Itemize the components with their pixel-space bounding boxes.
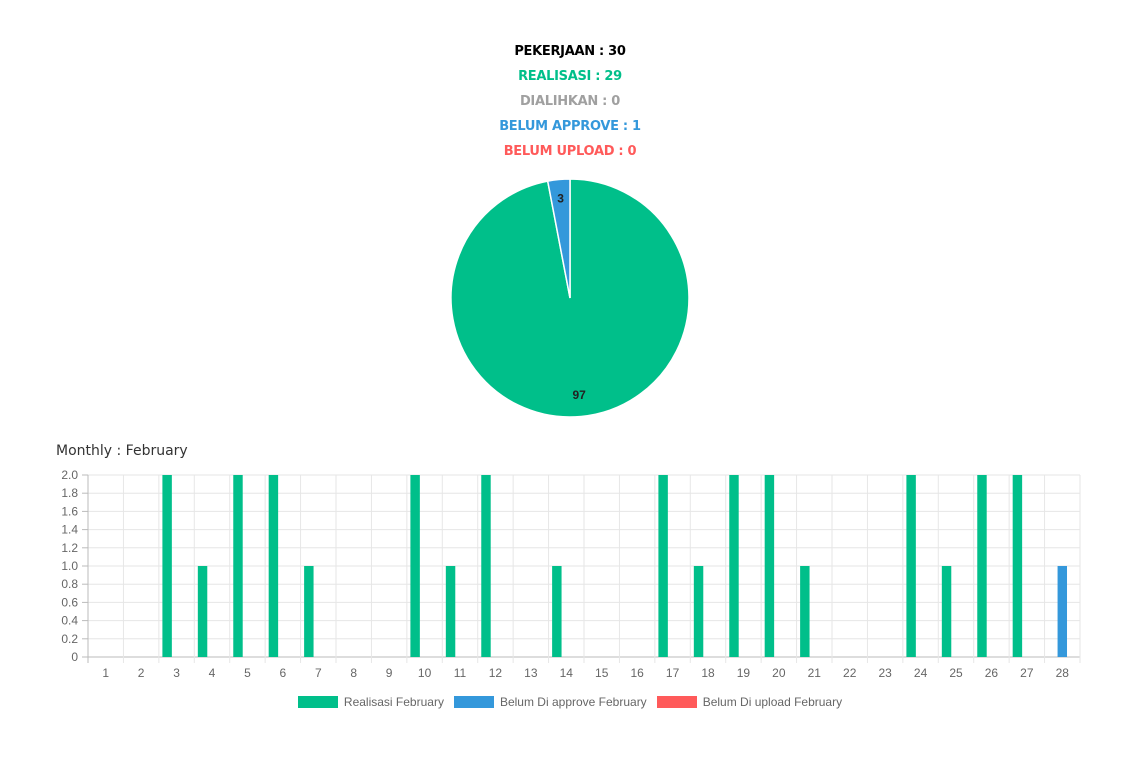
x-tick-label: 27 — [1020, 666, 1034, 680]
legend-label-realisasi: Realisasi February — [343, 695, 444, 709]
bar-5-series-0[interactable] — [233, 475, 243, 657]
x-tick-label: 10 — [418, 666, 432, 680]
pie-slice-label-0: 97 — [573, 388, 587, 402]
bar-14-series-0[interactable] — [552, 566, 562, 657]
x-tick-label: 16 — [630, 666, 644, 680]
bar-26-series-0[interactable] — [977, 475, 987, 657]
y-tick-label: 1.6 — [61, 504, 78, 518]
bar-7-series-0[interactable] — [304, 566, 314, 657]
bar-28-series-1[interactable] — [1057, 566, 1068, 657]
x-tick-label: 15 — [595, 666, 609, 680]
x-tick-label: 17 — [666, 666, 680, 680]
x-tick-label: 12 — [489, 666, 503, 680]
x-tick-label: 13 — [524, 666, 538, 680]
y-tick-label: 1.8 — [61, 486, 78, 500]
legend-label-upload: Belum Di upload February — [702, 695, 843, 709]
bar-10-series-0[interactable] — [410, 475, 420, 657]
x-tick-label: 25 — [949, 666, 963, 680]
bar-3-series-0[interactable] — [162, 475, 172, 657]
bar-24-series-0[interactable] — [906, 475, 916, 657]
y-tick-label: 1.0 — [61, 559, 78, 573]
dialihkan-count: DIALIHKAN : 0 — [519, 94, 621, 109]
bar-18-series-0[interactable] — [693, 566, 704, 657]
bar-11-series-0[interactable] — [445, 566, 456, 657]
legend-swatch-upload — [656, 696, 697, 708]
x-tick-label: 20 — [772, 666, 786, 680]
x-tick-label: 2 — [138, 666, 145, 680]
belum-upload-count: BELUM UPLOAD : 0 — [503, 144, 637, 159]
x-tick-label: 4 — [209, 666, 216, 680]
bar-25-series-0[interactable] — [941, 566, 952, 657]
bar-19-series-0[interactable] — [729, 475, 739, 657]
monthly-chart-title: Monthly : February — [56, 443, 188, 459]
x-tick-label: 28 — [1056, 666, 1070, 680]
x-tick-label: 3 — [173, 666, 180, 680]
y-tick-label: 1.4 — [61, 523, 78, 537]
x-tick-label: 23 — [878, 666, 892, 680]
legend-swatch-approve — [453, 696, 494, 708]
y-tick-label: 0.4 — [61, 614, 78, 628]
y-tick-label: 0.2 — [61, 632, 78, 646]
y-tick-label: 0.8 — [61, 577, 78, 591]
x-tick-label: 6 — [280, 666, 287, 680]
y-tick-label: 0 — [71, 650, 78, 664]
x-tick-label: 19 — [737, 666, 751, 680]
realisasi-count: REALISASI : 29 — [518, 69, 622, 84]
y-tick-label: 2.0 — [61, 468, 78, 482]
y-tick-label: 0.6 — [61, 595, 78, 609]
x-tick-label: 8 — [350, 666, 357, 680]
bar-21-series-0[interactable] — [800, 566, 810, 657]
x-tick-label: 22 — [843, 666, 857, 680]
chart-legend: Realisasi February Belum Di approve Febr… — [0, 695, 1140, 709]
bar-chart: 00.20.40.60.81.01.21.41.61.82.01 2 3 4 5 6 7 8 9… — [61, 468, 1081, 680]
bar-17-series-0[interactable] — [658, 475, 668, 657]
x-tick-label: 5 — [244, 666, 251, 680]
x-tick-label: 14 — [560, 666, 574, 680]
bar-20-series-0[interactable] — [764, 475, 775, 657]
pie-slice-label-1: 3 — [557, 191, 564, 205]
bar-27-series-0[interactable] — [1012, 475, 1023, 657]
legend-item-realisasi[interactable]: Realisasi February — [297, 695, 444, 709]
pekerjaan-count: PEKERJAAN : 30 — [514, 44, 626, 59]
legend-label-approve: Belum Di approve February — [499, 695, 647, 709]
x-tick-label: 21 — [808, 666, 822, 680]
x-tick-label: 1 — [102, 666, 109, 680]
x-tick-label: 24 — [914, 666, 928, 680]
x-tick-label: 26 — [985, 666, 999, 680]
legend-swatch-realisasi — [297, 696, 338, 708]
bar-4-series-0[interactable] — [197, 566, 208, 657]
legend-item-approve[interactable]: Belum Di approve February — [453, 695, 647, 709]
x-tick-label: 7 — [315, 666, 322, 680]
legend-item-upload[interactable]: Belum Di upload February — [656, 695, 843, 709]
bar-6-series-0[interactable] — [268, 475, 279, 657]
x-tick-label: 11 — [454, 666, 467, 680]
belum-approve-count: BELUM APPROVE : 1 — [499, 119, 641, 134]
pie-slice-1[interactable] — [546, 178, 571, 299]
y-tick-label: 1.2 — [61, 541, 78, 555]
x-tick-label: 9 — [386, 666, 393, 680]
pie-chart: 97 3 — [450, 178, 690, 418]
x-tick-label: 18 — [701, 666, 715, 680]
bar-12-series-0[interactable] — [481, 475, 491, 657]
